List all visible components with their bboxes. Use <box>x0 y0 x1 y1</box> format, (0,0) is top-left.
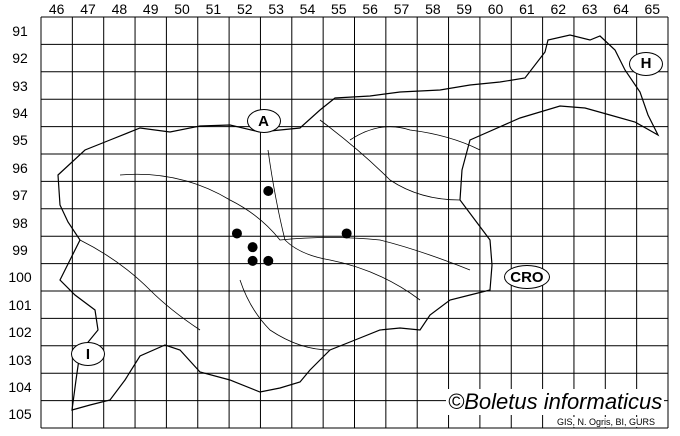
row-label: 94 <box>12 104 28 121</box>
copyright-credit: ©Boletus informaticus <box>446 389 665 415</box>
column-label: 59 <box>456 1 473 17</box>
row-label: 101 <box>8 296 32 313</box>
column-label: 65 <box>644 1 661 17</box>
record-dot <box>247 242 258 253</box>
column-label: 50 <box>174 1 190 17</box>
record-dot <box>247 255 258 266</box>
row-label: 102 <box>8 324 32 341</box>
column-label: 53 <box>268 1 284 17</box>
record-dot <box>263 255 274 266</box>
row-label: 105 <box>8 406 32 423</box>
river <box>119 173 471 271</box>
column-label: 52 <box>236 1 253 17</box>
column-label: 46 <box>48 1 65 17</box>
column-label: 48 <box>111 1 128 17</box>
record-dot <box>231 228 242 239</box>
row-label: 99 <box>12 241 28 258</box>
data-source: GIS, N. Ogris, BI, GURS <box>555 417 658 427</box>
column-label: 63 <box>581 1 598 17</box>
column-label: 54 <box>299 1 316 17</box>
row-label: 104 <box>8 378 32 395</box>
column-label: 62 <box>550 1 567 17</box>
record-dot <box>263 185 274 196</box>
river <box>349 126 481 151</box>
river <box>267 149 421 301</box>
river <box>79 239 201 331</box>
column-label: 56 <box>362 1 378 17</box>
column-label: 60 <box>487 1 504 17</box>
row-label: 98 <box>12 214 28 231</box>
record-dot <box>341 228 352 239</box>
country-outline <box>57 34 660 411</box>
country-label: I <box>71 342 106 367</box>
country-label: CRO <box>503 265 550 290</box>
column-label: 58 <box>425 1 441 17</box>
row-label: 97 <box>12 187 28 204</box>
country-label: A <box>246 109 281 134</box>
country-label: H <box>629 51 664 76</box>
column-label: 55 <box>331 1 347 17</box>
column-label: 64 <box>613 1 629 17</box>
river <box>239 279 331 351</box>
row-label: 93 <box>12 77 28 94</box>
row-label: 103 <box>8 351 32 368</box>
column-label: 57 <box>393 1 410 17</box>
row-label: 96 <box>12 159 28 176</box>
river <box>319 119 461 201</box>
row-label: 92 <box>12 50 28 67</box>
column-label: 61 <box>519 1 535 17</box>
column-label: 51 <box>205 1 222 17</box>
column-label: 47 <box>80 1 96 17</box>
row-label: 91 <box>12 22 28 39</box>
row-label: 95 <box>12 132 28 149</box>
row-label: 100 <box>8 269 32 286</box>
column-label: 49 <box>142 1 159 17</box>
